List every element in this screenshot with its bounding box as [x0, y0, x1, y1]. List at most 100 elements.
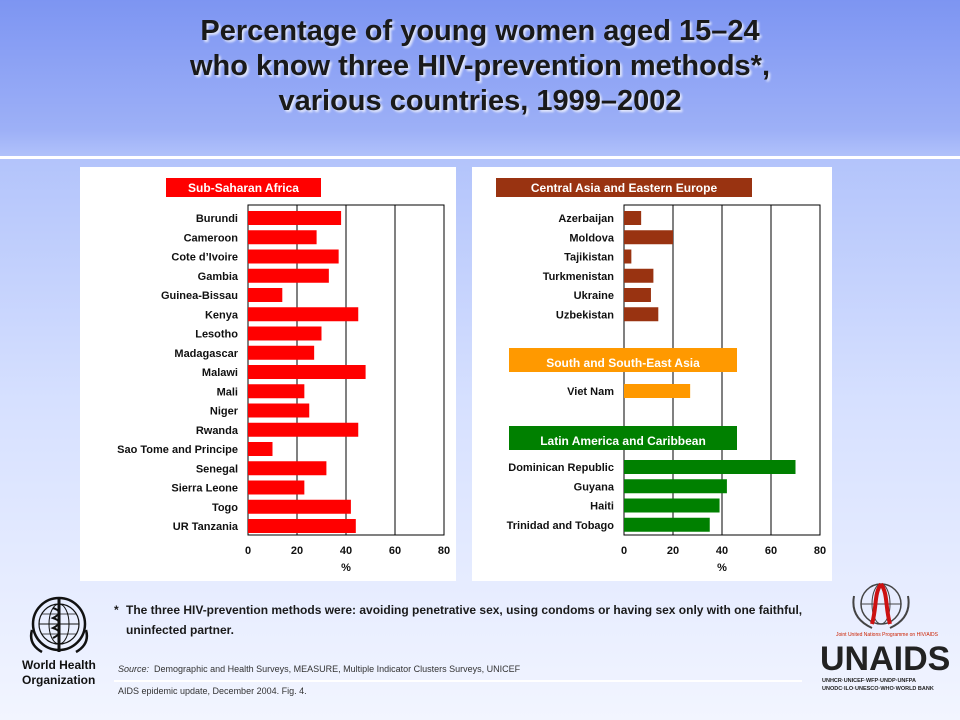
x-axis-label: %	[341, 562, 351, 574]
category-label: Haiti	[590, 501, 614, 513]
source-label: Source:	[118, 664, 150, 674]
x-tick-label: 20	[667, 545, 679, 557]
who-wordmark: World Health Organization	[22, 658, 96, 688]
category-label: Malawi	[202, 367, 238, 379]
page-title: Percentage of young women aged 15–24 who…	[0, 14, 960, 119]
category-label: Uzbekistan	[556, 309, 614, 321]
who-emblem-icon	[29, 596, 89, 654]
x-tick-label: 40	[340, 545, 352, 557]
category-label: Togo	[212, 502, 238, 514]
bar	[624, 268, 654, 283]
source-divider	[114, 680, 802, 682]
category-label: Trinidad and Tobago	[507, 520, 615, 532]
category-label: Kenya	[205, 309, 239, 321]
category-label: Madagascar	[174, 348, 238, 360]
category-label: Guinea-Bissau	[161, 290, 238, 302]
bar	[624, 249, 632, 264]
category-label: Burundi	[196, 213, 238, 225]
category-label: Lesotho	[195, 329, 238, 341]
title-line-1: Percentage of young women aged 15–24	[200, 15, 760, 47]
bar	[624, 517, 710, 532]
unaids-sponsors: UNHCR·UNICEF·WFP·UNDP·UNFPA UNODC·ILO·UN…	[822, 677, 956, 693]
bar	[248, 288, 283, 302]
title-line-3: various countries, 1999–2002	[278, 85, 682, 117]
x-tick-label: 40	[716, 545, 728, 557]
category-label: Viet Nam	[567, 386, 614, 398]
group-header-bg	[166, 178, 321, 197]
category-label: Ukraine	[574, 290, 614, 302]
bar	[624, 384, 691, 398]
category-label: Guyana	[574, 481, 615, 493]
bar	[248, 211, 342, 225]
bar	[248, 365, 366, 379]
who-line-1: World Health	[22, 658, 96, 672]
x-tick-label: 60	[389, 545, 401, 557]
x-tick-label: 20	[291, 545, 303, 557]
bar	[248, 249, 339, 264]
unaids-sponsors-line-1: UNHCR·UNICEF·WFP·UNDP·UNFPA	[822, 678, 916, 684]
category-label: Niger	[210, 406, 239, 418]
bar	[624, 307, 659, 322]
unaids-sponsors-line-2: UNODC·ILO·UNESCO·WHO·WORLD BANK	[822, 686, 934, 692]
group-header-label: Central Asia and Eastern Europe	[531, 181, 718, 195]
bar	[248, 442, 273, 456]
category-label: UR Tanzania	[173, 521, 239, 533]
footnote: * The three HIV-prevention methods were:…	[114, 600, 824, 640]
bar	[248, 230, 317, 245]
group-header-label: Latin America and Caribbean	[540, 434, 706, 448]
source-note: Source: Demographic and Health Surveys, …	[118, 664, 520, 674]
bar	[248, 461, 327, 476]
x-tick-label: 60	[765, 545, 777, 557]
bar	[248, 307, 359, 322]
who-line-2: Organization	[22, 673, 96, 687]
bar	[624, 460, 796, 474]
group-header-bg	[496, 178, 752, 197]
category-label: Sao Tome and Principe	[117, 444, 238, 456]
x-tick-label: 0	[245, 545, 251, 557]
group-header-label: Sub-Saharan Africa	[188, 181, 299, 195]
category-label: Cameroon	[184, 232, 239, 244]
footnote-text: The three HIV-prevention methods were: a…	[126, 603, 803, 637]
x-tick-label: 80	[438, 545, 450, 557]
bar-chart-right: 0 20 40 60 80% Central Asia and Eastern Europ…	[496, 178, 826, 574]
category-label: Senegal	[196, 463, 238, 475]
un-emblem-icon	[852, 582, 910, 629]
source-text: Demographic and Health Surveys, MEASURE,…	[154, 664, 521, 674]
x-tick-label: 80	[814, 545, 826, 557]
category-label: Cote d’Ivoire	[171, 252, 238, 264]
bar	[248, 480, 305, 495]
bar	[248, 403, 310, 418]
x-tick-label: 0	[621, 545, 627, 557]
bar	[624, 498, 720, 513]
title-line-2: who know three HIV-prevention methods*,	[189, 50, 771, 82]
chart-panel-left: 0 20 40 60 80% Sub-Saharan Africa Burundi Camer…	[80, 167, 456, 581]
group-header-bg	[509, 426, 737, 450]
bar	[248, 384, 305, 399]
bar	[624, 230, 673, 245]
citation: AIDS epidemic update, December 2004. Fig…	[118, 686, 307, 696]
category-label: Turkmenistan	[543, 271, 615, 283]
category-label: Azerbaijan	[558, 213, 614, 225]
bar	[624, 479, 727, 494]
bar	[248, 326, 322, 341]
group-header-bg	[509, 348, 737, 372]
bar	[248, 519, 356, 533]
bar	[248, 268, 329, 283]
category-label: Gambia	[198, 271, 239, 283]
category-label: Mali	[217, 386, 238, 398]
unaids-wordmark: UNAIDS	[820, 640, 951, 678]
bar-chart-left: 0 20 40 60 80% Sub-Saharan Africa Burundi Camer…	[117, 178, 450, 574]
bar	[624, 288, 651, 302]
bar	[248, 345, 315, 360]
chart-panel-right: 0 20 40 60 80% Central Asia and Eastern Europ…	[472, 167, 832, 581]
category-label: Tajikistan	[564, 252, 614, 264]
bar	[248, 422, 359, 437]
bar	[248, 499, 351, 514]
group-header-label: South and South-East Asia	[546, 356, 700, 370]
header-divider	[0, 156, 960, 159]
category-label: Dominican Republic	[508, 462, 614, 474]
x-axis-label: %	[717, 562, 727, 574]
header-band: Percentage of young women aged 15–24 who…	[0, 0, 960, 156]
bar	[624, 211, 642, 225]
category-label: Moldova	[569, 232, 614, 244]
